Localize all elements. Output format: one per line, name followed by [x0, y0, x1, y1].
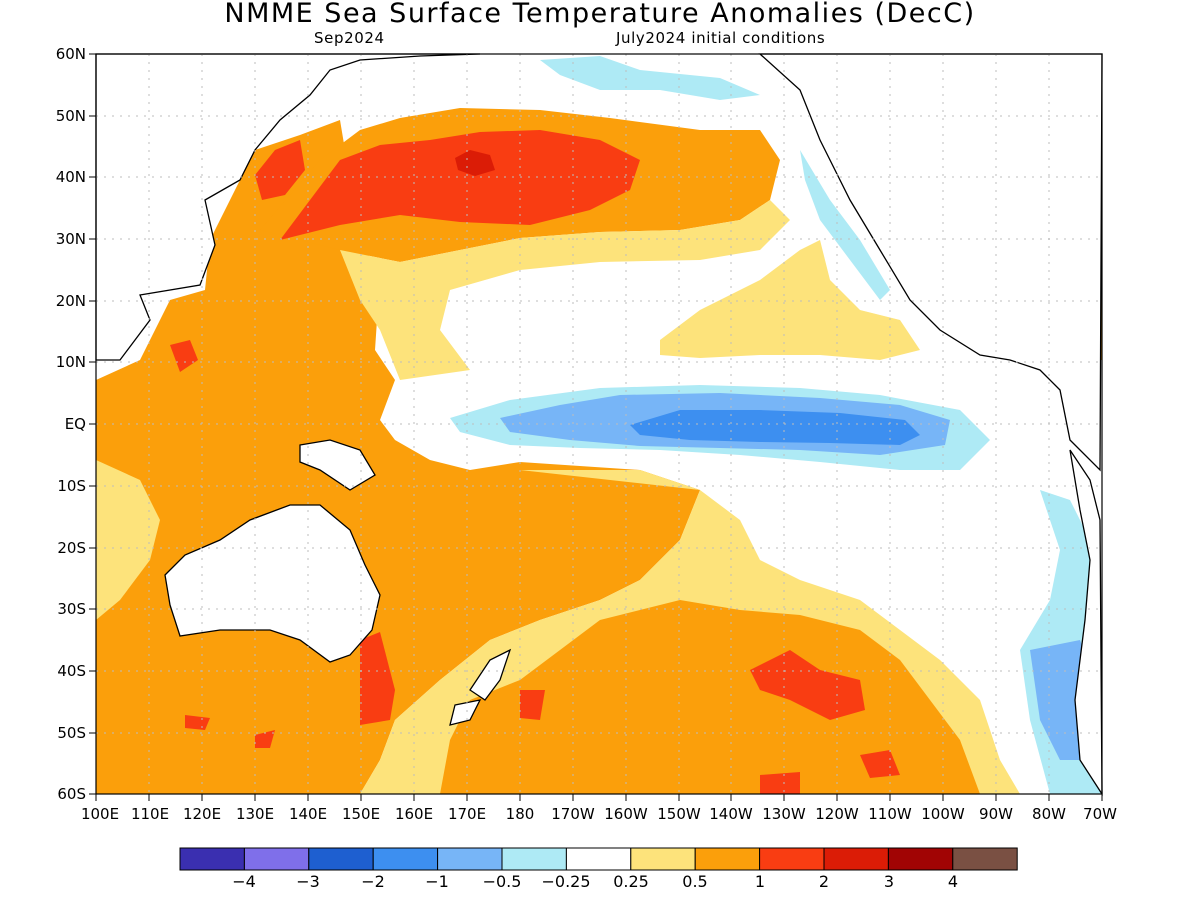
lon-label: 150E	[341, 805, 381, 823]
lon-label: 170W	[551, 805, 595, 823]
warm-region-south-ocean-2	[760, 772, 800, 794]
initial-conditions: July2024 initial conditions	[616, 29, 826, 47]
lat-label: EQ	[64, 415, 86, 433]
lon-label: 160W	[604, 805, 648, 823]
lat-label: 10S	[57, 477, 86, 495]
colorbar-swatch	[694, 847, 761, 871]
warm-region-tasman	[360, 632, 395, 725]
north-america-outline	[758, 53, 1103, 472]
lon-label: 170E	[447, 805, 487, 823]
australia-outline	[164, 504, 381, 663]
warm-region-subtropical-ne	[660, 240, 920, 360]
new-zealand-outline	[449, 648, 512, 726]
lon-label: 150W	[657, 805, 701, 823]
colorbar-swatch	[759, 847, 825, 871]
cold-region-eq-core	[630, 410, 920, 445]
lat-label: 20N	[55, 292, 86, 310]
asia-outline	[95, 53, 481, 361]
colorbar-swatch	[630, 847, 696, 871]
lat-label: 20S	[57, 539, 86, 557]
colorbar-label: 3	[883, 872, 895, 891]
warm-region-north-pacific-halo	[340, 200, 790, 380]
colorbar	[179, 847, 1018, 871]
map-title: NMME Sea Surface Temperature Anomalies (…	[224, 0, 976, 29]
lon-label: 120W	[815, 805, 859, 823]
colorbar-swatch	[179, 847, 245, 871]
lon-label: 120E	[182, 805, 222, 823]
colorbar-swatch	[952, 847, 1018, 871]
lon-label: 140W	[709, 805, 753, 823]
colorbar-swatch	[372, 847, 439, 871]
lat-label: 60N	[55, 45, 86, 63]
lat-label: 10N	[55, 353, 86, 371]
lon-label: 140E	[288, 805, 328, 823]
lat-label: 40N	[55, 168, 86, 186]
colorbar-swatch	[243, 847, 310, 871]
colorbar-label: 0.5	[682, 872, 708, 891]
lat-label: 30S	[57, 600, 86, 618]
warm-region-hokkaido	[255, 140, 305, 200]
colorbar-label: −1	[425, 872, 449, 891]
colorbar-swatch	[308, 847, 374, 871]
warm-region-south-pacific	[440, 600, 980, 794]
colorbar-label: −0.25	[541, 872, 591, 891]
axis-ticks	[89, 53, 1103, 801]
colorbar-swatch	[565, 847, 632, 871]
lon-label: 130W	[762, 805, 806, 823]
warm-region-south-china-sea	[170, 340, 198, 372]
lon-label: 180	[505, 805, 535, 823]
colorbar-label: −3	[296, 872, 320, 891]
lon-label: 110W	[868, 805, 912, 823]
warm-region-south-ocean-3	[860, 750, 900, 778]
lon-label: 70W	[1083, 805, 1117, 823]
colorbar-swatch	[437, 847, 503, 871]
lat-label: 50S	[57, 724, 86, 742]
colorbar-swatch	[887, 847, 954, 871]
warm-region-south-ocean-1	[520, 690, 545, 720]
lon-label: 100W	[921, 805, 965, 823]
warm-region-se-pacific	[750, 650, 865, 720]
continents	[95, 53, 1103, 797]
colorbar-label: 4	[947, 872, 959, 891]
warm-region-kuroshio	[280, 130, 640, 240]
warm-region-kuroshio-core	[455, 150, 495, 176]
graticule	[96, 54, 1102, 794]
lat-label: 30N	[55, 230, 86, 248]
lon-label: 160E	[394, 805, 434, 823]
warm-region-south-indian	[96, 460, 160, 620]
colorbar-label: 0.25	[613, 872, 649, 891]
colorbar-label: 1	[754, 872, 766, 891]
cold-region-bering	[540, 56, 760, 100]
colorbar-swatch	[501, 847, 567, 871]
warm-region-indian-spot-2	[255, 730, 275, 748]
south-america-outline	[1069, 449, 1103, 797]
cold-region-california	[800, 150, 890, 300]
lon-label: 80W	[1032, 805, 1066, 823]
lon-label: 110E	[130, 805, 170, 823]
colorbar-label: −4	[232, 872, 256, 891]
colorbar-label: −2	[361, 872, 385, 891]
lat-label: 60S	[57, 785, 86, 803]
lon-label: 130E	[235, 805, 275, 823]
lat-label: 40S	[57, 662, 86, 680]
forecast-month: Sep2024	[314, 29, 385, 47]
lon-label: 90W	[979, 805, 1013, 823]
colorbar-label: 2	[818, 872, 830, 891]
lon-label: 100E	[80, 805, 120, 823]
new-guinea-outline	[299, 439, 376, 491]
colorbar-swatch	[823, 847, 889, 871]
warm-region-indian-spot-1	[185, 715, 210, 730]
lat-label: 50N	[55, 107, 86, 125]
colorbar-label: −0.5	[482, 872, 522, 891]
